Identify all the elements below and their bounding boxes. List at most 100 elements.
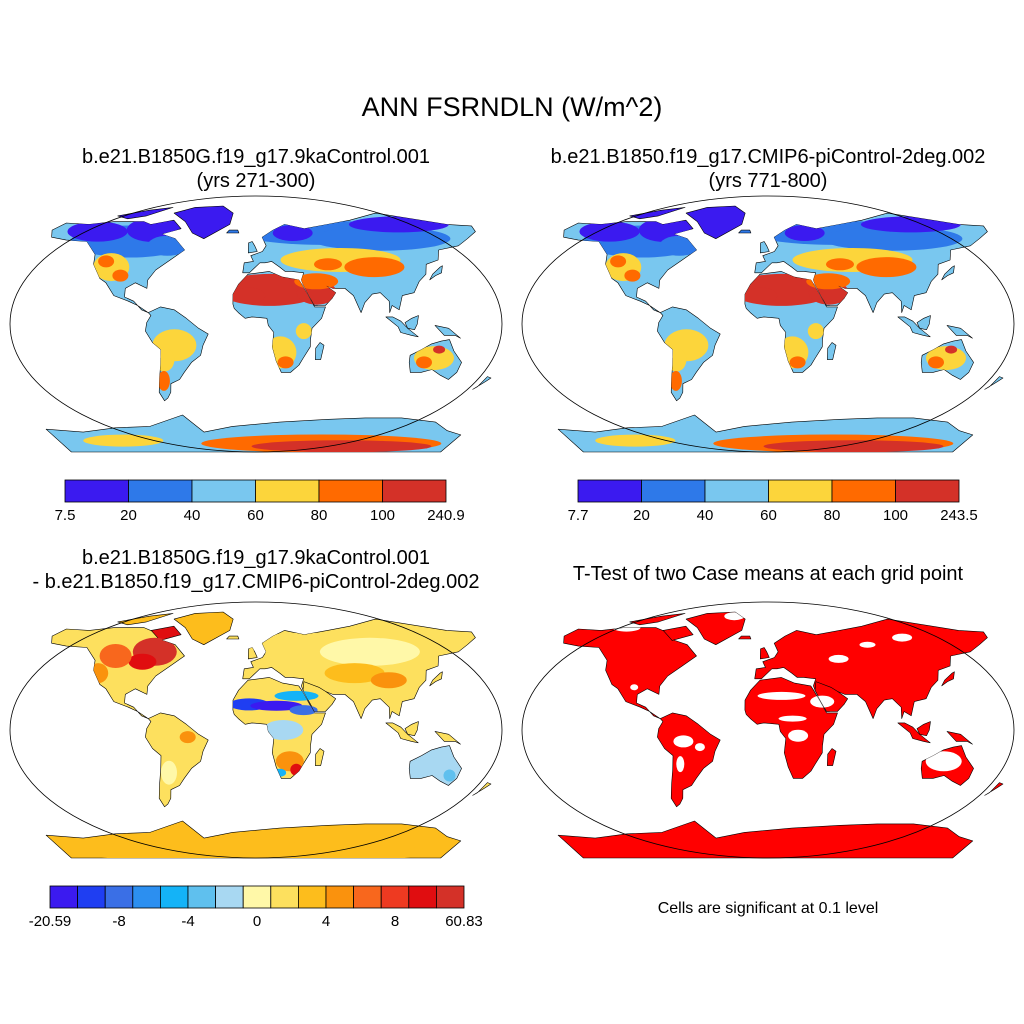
colorbar-tick-label: 7.7 xyxy=(568,507,589,524)
field-patch xyxy=(892,633,913,642)
field-patch xyxy=(67,221,128,242)
landmass-arctic xyxy=(117,207,174,220)
field-patch xyxy=(161,760,177,785)
landmass-arctic xyxy=(117,613,174,626)
panel-title-line2: (yrs 271-300) xyxy=(196,170,316,192)
field-patch xyxy=(179,731,196,744)
field-patch xyxy=(157,370,170,391)
field-patch xyxy=(694,743,705,752)
map-difference xyxy=(9,601,503,859)
colorbar-swatch xyxy=(768,479,833,503)
colorbar-swatch xyxy=(242,885,272,909)
panel-title-line1: b.e21.B1850G.f19_g17.9kaControl.001 xyxy=(81,547,431,569)
landmass-nz xyxy=(984,782,1004,796)
field-overlay xyxy=(76,632,456,858)
colorbar-tick-label: 243.5 xyxy=(940,507,978,524)
landmass-uk xyxy=(760,241,770,254)
map-case2 xyxy=(521,195,1015,453)
landmass-nz xyxy=(984,376,1004,390)
field-patch xyxy=(443,769,456,782)
field-patch xyxy=(828,654,849,663)
field-patch xyxy=(860,216,961,233)
colorbar-swatch xyxy=(408,885,437,909)
field-patch xyxy=(859,641,876,648)
landmass-eurasia xyxy=(754,618,988,719)
colorbar-tick-label: -20.59 xyxy=(29,913,72,930)
colorbar-tick-label: 100 xyxy=(883,507,908,524)
colorbar-swatch xyxy=(104,885,134,909)
field-patch xyxy=(98,255,115,268)
landmass-japan xyxy=(941,265,955,281)
map-border xyxy=(9,195,503,453)
colorbar-tick-label: 8 xyxy=(391,913,399,930)
colorbar-swatch xyxy=(895,479,960,503)
panel-title-ttest: T-Test of two Case means at each grid po… xyxy=(572,563,964,585)
landmass-iceland xyxy=(226,635,240,640)
panel-title-line2: - b.e21.B1850.f19_g17.CMIP6-piControl-2d… xyxy=(32,571,480,593)
landmass-arabiaFill xyxy=(302,681,336,712)
panel-title-line2: (yrs 771-800) xyxy=(708,170,828,192)
main-title: ANN FSRNDLN (W/m^2) xyxy=(361,92,663,122)
field-patch xyxy=(595,434,676,447)
map-case1 xyxy=(9,195,503,453)
colorbar-tick-label: 80 xyxy=(824,507,841,524)
colorbar-tick-label: 0 xyxy=(253,913,261,930)
field-patch xyxy=(925,751,962,772)
colorbar-tick-label: 100 xyxy=(370,507,395,524)
landmass-baffin xyxy=(662,625,694,641)
colorbar-tick-label: 4 xyxy=(322,913,330,930)
colorbar-swatch xyxy=(435,885,465,909)
landmass-greenland xyxy=(685,205,746,239)
colorbar-tick-label: 240.9 xyxy=(427,507,465,524)
landmass-greenland xyxy=(685,611,746,645)
panel-title-line1: b.e21.B1850G.f19_g17.9kaControl.001 xyxy=(81,146,431,168)
field-patch xyxy=(370,672,407,689)
landmass-madagascar xyxy=(827,748,837,766)
colorbar-swatch xyxy=(704,479,769,503)
landmass-newguinea xyxy=(434,731,461,745)
field-patch xyxy=(272,225,313,241)
colorbar-swatch xyxy=(831,479,896,503)
colorbar-tick-label: 80 xyxy=(311,507,328,524)
colorbar-swatch xyxy=(215,885,244,909)
field-patch xyxy=(763,440,944,452)
field-patch xyxy=(856,257,917,278)
map-border xyxy=(9,601,503,859)
colorbar-swatch xyxy=(187,885,217,909)
field-patch xyxy=(826,258,854,271)
field-patch xyxy=(128,653,157,670)
colorbar-tick-label: 40 xyxy=(697,507,714,524)
landmass-uk xyxy=(760,647,770,660)
field-patch xyxy=(251,440,432,452)
field-patch xyxy=(289,705,318,716)
landmass-madagascar xyxy=(315,342,325,360)
colorbar-swatch xyxy=(49,885,79,909)
field-overlay xyxy=(67,216,454,452)
field-patch xyxy=(928,356,944,369)
field-patch xyxy=(579,221,640,242)
field-patch xyxy=(778,715,807,722)
colorbar-tick-label: -8 xyxy=(112,913,125,930)
field-patch xyxy=(294,273,339,290)
landmass-indonesia xyxy=(897,316,931,338)
field-patch xyxy=(810,695,835,708)
panel-title-difference: b.e21.B1850G.f19_g17.9kaControl.001 - b.… xyxy=(0,546,532,594)
map-ttest xyxy=(521,601,1015,859)
field-patch xyxy=(83,434,164,447)
landmass-madagascar xyxy=(315,748,325,766)
field-patch xyxy=(624,269,641,282)
landmass-indonesia xyxy=(385,722,419,744)
field-patch xyxy=(610,255,627,268)
landmass-indonesia xyxy=(897,722,931,744)
landmass-newguinea xyxy=(946,731,973,745)
colorbar-swatch xyxy=(132,885,161,909)
panel-title-case1: b.e21.B1850G.f19_g17.9kaControl.001 (yrs… xyxy=(0,145,512,193)
field-patch xyxy=(807,323,824,340)
colorbar-swatch xyxy=(577,479,642,503)
colorbar-difference: -20.59 -8 -4 0 4 8 60.83 xyxy=(29,885,483,930)
landmass-iceland xyxy=(226,229,240,234)
landmass-antarctica xyxy=(557,820,974,859)
colorbar-swatch xyxy=(353,885,382,909)
field-patch xyxy=(788,729,809,742)
landmass-greenland xyxy=(173,205,234,239)
